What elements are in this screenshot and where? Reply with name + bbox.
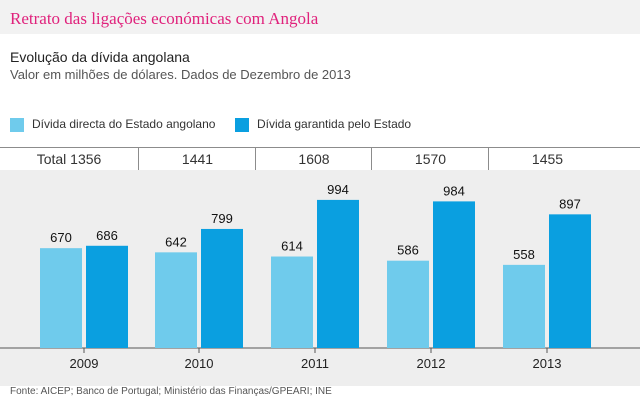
total-cell-2009: Total 1356 [0, 148, 138, 170]
x-tick-label-2012: 2012 [417, 356, 446, 371]
bar-direct-2013 [503, 264, 545, 348]
bar-guaranteed-2013 [549, 214, 591, 348]
total-value-2011: 1608 [298, 151, 330, 167]
bar-direct-2010 [155, 252, 197, 348]
data-label-guaranteed-2012: 984 [443, 183, 465, 198]
total-cell-2010: 1441 [138, 148, 256, 170]
legend-swatch-guaranteed-debt [235, 118, 249, 132]
data-label-direct-2011: 614 [281, 239, 303, 254]
total-value-2012: 1570 [414, 151, 447, 167]
total-cell-2012: 1570 [371, 148, 489, 170]
data-label-guaranteed-2009: 686 [96, 228, 118, 243]
source-note: Fonte: AICEP; Banco de Portugal; Ministé… [10, 386, 332, 397]
legend-swatch-direct-debt [10, 118, 24, 132]
data-label-direct-2009: 670 [50, 230, 72, 245]
total-value-2009: 1356 [70, 151, 102, 167]
total-cell-2013: 1455 [488, 148, 606, 170]
x-tick-label-2010: 2010 [185, 356, 214, 371]
chart-subtitle: Valor em milhões de dólares. Dados de De… [10, 67, 351, 82]
legend-label-direct-debt: Dívida directa do Estado angolano [32, 117, 216, 131]
total-cell-2011: 1608 [255, 148, 372, 170]
data-label-guaranteed-2013: 897 [559, 196, 581, 211]
bar-guaranteed-2011 [317, 199, 359, 348]
bar-guaranteed-2009 [86, 245, 128, 348]
x-tick-label-2013: 2013 [533, 356, 562, 371]
data-label-direct-2010: 642 [165, 234, 187, 249]
data-label-direct-2012: 586 [397, 243, 419, 258]
bar-direct-2012 [387, 260, 429, 348]
x-tick-label-2009: 2009 [70, 356, 99, 371]
bar-direct-2009 [40, 248, 82, 348]
totals-row: Total 1356 1441 1608 1570 1455 [0, 147, 640, 171]
x-tick-label-2011: 2011 [301, 356, 329, 371]
page-title: Retrato das ligações económicas com Ango… [10, 9, 319, 28]
total-value-2010: 1441 [181, 151, 214, 167]
data-label-guaranteed-2011: 994 [327, 182, 349, 197]
total-value-2013: 1455 [531, 151, 564, 167]
bar-guaranteed-2010 [201, 228, 243, 348]
bar-direct-2011 [271, 256, 313, 348]
data-label-guaranteed-2010: 799 [211, 211, 233, 226]
total-prefix: Total [36, 151, 67, 167]
chart-title: Evolução da dívida angolana [10, 49, 190, 65]
bar-guaranteed-2012 [433, 201, 475, 348]
legend-label-guaranteed-debt: Dívida garantida pelo Estado [257, 117, 412, 131]
data-label-direct-2013: 558 [513, 247, 535, 262]
header-bar: Retrato das ligações económicas com Ango… [0, 0, 640, 34]
